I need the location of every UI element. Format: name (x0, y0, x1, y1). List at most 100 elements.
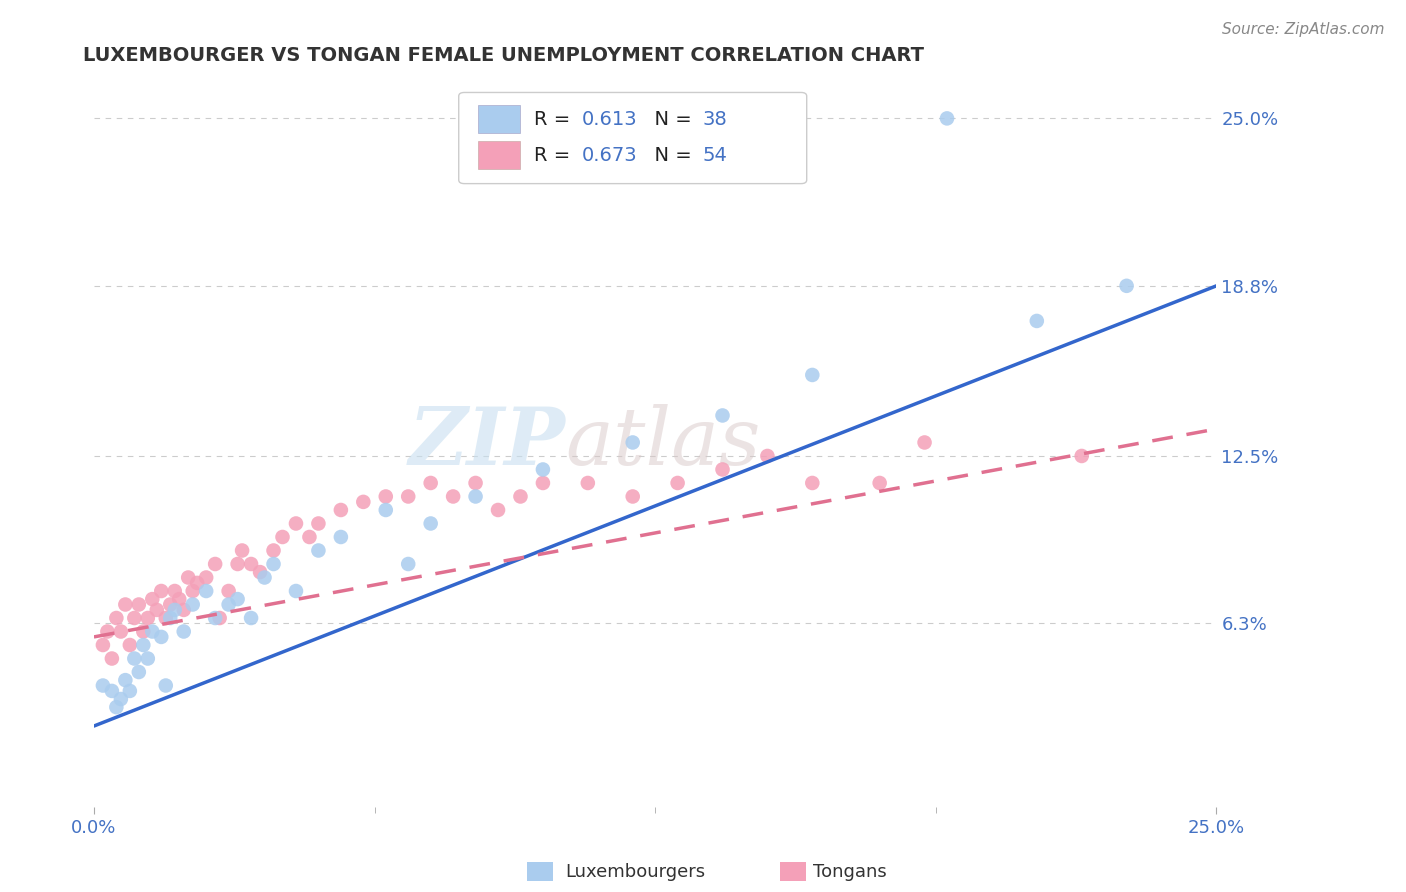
Point (240, 611, 263, 625)
Point (253, 570, 276, 584)
Point (128, 598, 150, 612)
Point (1115, 278, 1137, 293)
Point (576, 475, 599, 490)
Point (167, 592, 190, 607)
Point (531, 475, 554, 490)
Point (486, 503, 509, 517)
Text: ZIP: ZIP (409, 404, 565, 481)
Point (141, 624, 163, 639)
Point (285, 516, 308, 531)
Point (208, 611, 231, 625)
Point (464, 490, 486, 504)
Text: 0.613: 0.613 (582, 110, 638, 129)
Text: R =: R = (534, 110, 582, 129)
Point (150, 630, 173, 644)
Point (195, 584, 218, 599)
Point (801, 475, 824, 490)
Point (531, 462, 554, 476)
Point (298, 530, 321, 544)
Text: atlas: atlas (565, 404, 761, 481)
Text: 38: 38 (703, 110, 727, 129)
Point (801, 368, 824, 382)
Point (101, 684, 124, 698)
Text: N =: N = (641, 145, 704, 165)
Point (163, 584, 186, 599)
Point (374, 490, 396, 504)
Bar (478, 105, 520, 133)
Text: N =: N = (641, 110, 704, 129)
Point (464, 475, 486, 490)
Point (352, 495, 374, 509)
Point (150, 584, 173, 599)
Point (218, 598, 240, 612)
Text: Source: ZipAtlas.com: Source: ZipAtlas.com (1222, 22, 1385, 37)
Point (91, 679, 114, 693)
Point (96, 624, 118, 639)
Point (146, 603, 169, 617)
Text: LUXEMBOURGER VS TONGAN FEMALE UNEMPLOYMENT CORRELATION CHART: LUXEMBOURGER VS TONGAN FEMALE UNEMPLOYME… (83, 46, 924, 65)
Point (1070, 449, 1092, 463)
Point (181, 598, 204, 612)
Point (263, 543, 285, 558)
Point (91, 638, 114, 652)
Point (240, 557, 263, 571)
Point (173, 603, 195, 617)
Point (329, 503, 352, 517)
Point (124, 651, 146, 665)
Point (226, 557, 249, 571)
Point (218, 584, 240, 599)
Text: Tongans: Tongans (813, 863, 886, 881)
Point (711, 462, 734, 476)
Point (231, 543, 253, 558)
Point (181, 584, 204, 599)
Point (711, 409, 734, 423)
Point (204, 557, 226, 571)
Point (307, 516, 329, 531)
Point (307, 543, 329, 558)
Point (271, 530, 294, 544)
Point (118, 638, 141, 652)
Point (155, 679, 177, 693)
Point (621, 490, 644, 504)
Text: 0.673: 0.673 (582, 145, 638, 165)
Point (177, 570, 200, 584)
Point (101, 651, 124, 665)
Point (441, 490, 464, 504)
Point (114, 598, 136, 612)
Point (195, 570, 218, 584)
Point (173, 624, 195, 639)
Point (141, 592, 163, 607)
Point (263, 557, 285, 571)
Point (1025, 314, 1047, 328)
Point (509, 490, 531, 504)
Point (132, 638, 155, 652)
Point (621, 435, 644, 450)
Point (914, 435, 936, 450)
Point (419, 475, 441, 490)
Point (204, 611, 226, 625)
Point (132, 624, 155, 639)
Point (114, 673, 136, 687)
Point (110, 692, 132, 706)
Point (666, 475, 689, 490)
Point (124, 611, 146, 625)
Point (419, 516, 441, 531)
Point (128, 665, 150, 679)
Point (118, 684, 141, 698)
Point (329, 530, 352, 544)
Point (159, 611, 181, 625)
Text: R =: R = (534, 145, 582, 165)
Point (936, 112, 959, 126)
Text: Luxembourgers: Luxembourgers (565, 863, 706, 881)
Point (159, 598, 181, 612)
Point (155, 611, 177, 625)
Point (869, 475, 891, 490)
FancyBboxPatch shape (458, 93, 807, 184)
Bar (478, 141, 520, 169)
Point (136, 611, 159, 625)
Point (163, 603, 186, 617)
Point (756, 449, 779, 463)
Point (105, 611, 128, 625)
Point (105, 700, 128, 714)
Point (249, 565, 271, 579)
